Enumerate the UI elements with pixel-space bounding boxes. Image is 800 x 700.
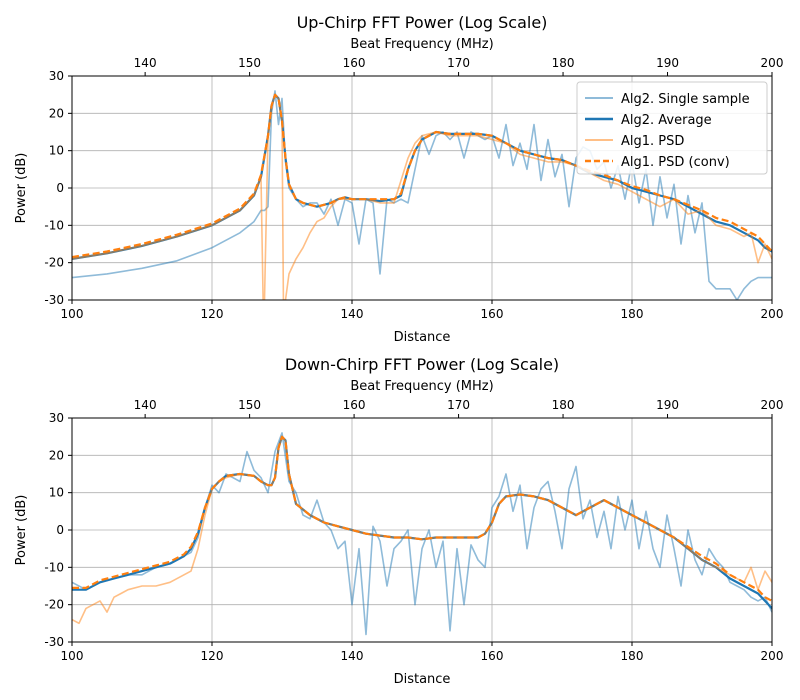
legend-label: Alg1. PSD	[621, 134, 684, 149]
x-axis-label: Distance	[394, 672, 451, 687]
series-line-alg1-psd-conv-	[72, 93, 772, 259]
top-x-tick-label: 170	[447, 56, 470, 70]
y-tick-label: 30	[49, 411, 64, 425]
y-tick-label: 20	[49, 106, 64, 120]
y-axis-label: Power (dB)	[14, 495, 29, 566]
chart-panel-2: 100 120 140 160 180 200 -30 -20 -10 0 10 20 30 140 150…	[14, 355, 783, 687]
y-tick-label: -10	[44, 560, 64, 574]
series-lines	[72, 432, 772, 636]
x-tick-label: 120	[201, 307, 224, 321]
top-x-tick-label: 180	[552, 56, 575, 70]
chart-panel-1: 100 120 140 160 180 200 -30 -20 -10 0 10 20 30 140 150…	[14, 13, 783, 345]
legend-box	[576, 81, 768, 175]
x-axis-label: Distance	[394, 330, 451, 345]
top-x-tick-label: 180	[552, 398, 575, 412]
top-x-tick-label: 190	[656, 56, 679, 70]
x-tick-label: 180	[621, 307, 644, 321]
x-tick-label: 160	[481, 649, 504, 663]
x-tick-label: 140	[341, 649, 364, 663]
y-tick-label: 0	[56, 523, 64, 537]
x-tick-label: 140	[341, 307, 364, 321]
legend-label: Alg2. Average	[621, 113, 712, 128]
y-tick-label: -10	[44, 218, 64, 232]
secondary-x-axis-label: Beat Frequency (MHz)	[350, 37, 493, 52]
x-tick-label: 100	[61, 649, 84, 663]
top-x-tick-label: 200	[761, 56, 784, 70]
x-tick-label: 100	[61, 307, 84, 321]
series-line-alg1-psd-conv-	[72, 435, 772, 602]
x-tick-label: 160	[481, 307, 504, 321]
x-tick-label: 200	[761, 307, 784, 321]
top-x-tick-label: 160	[343, 398, 366, 412]
top-x-tick-label: 150	[238, 56, 261, 70]
y-tick-label: 10	[49, 486, 64, 500]
legend: Alg2. Single sample Alg2. Average Alg1. PS…	[576, 81, 768, 175]
top-x-tick-label: 160	[343, 56, 366, 70]
y-tick-label: 0	[56, 181, 64, 195]
top-x-tick-label: 150	[238, 398, 261, 412]
y-tick-label: -30	[44, 635, 64, 649]
y-axis-label: Power (dB)	[14, 153, 29, 224]
y-tick-label: -30	[44, 293, 64, 307]
y-tick-label: 10	[49, 144, 64, 158]
y-tick-label: -20	[44, 256, 64, 270]
chart-title: Down-Chirp FFT Power (Log Scale)	[285, 355, 559, 374]
x-tick-label: 180	[621, 649, 644, 663]
top-x-tick-label: 140	[134, 56, 157, 70]
x-tick-label: 200	[761, 649, 784, 663]
chart-title: Up-Chirp FFT Power (Log Scale)	[297, 13, 548, 32]
top-x-tick-label: 170	[447, 398, 470, 412]
top-x-tick-label: 200	[761, 398, 784, 412]
y-tick-label: 20	[49, 448, 64, 462]
legend-label: Alg2. Single sample	[621, 92, 750, 107]
x-tick-label: 120	[201, 649, 224, 663]
top-x-tick-label: 140	[134, 398, 157, 412]
secondary-x-axis-label: Beat Frequency (MHz)	[350, 379, 493, 394]
series-lines	[72, 90, 772, 300]
legend-label: Alg1. PSD (conv)	[621, 155, 730, 170]
y-tick-label: -20	[44, 598, 64, 612]
y-tick-label: 30	[49, 69, 64, 83]
top-x-tick-label: 190	[656, 398, 679, 412]
